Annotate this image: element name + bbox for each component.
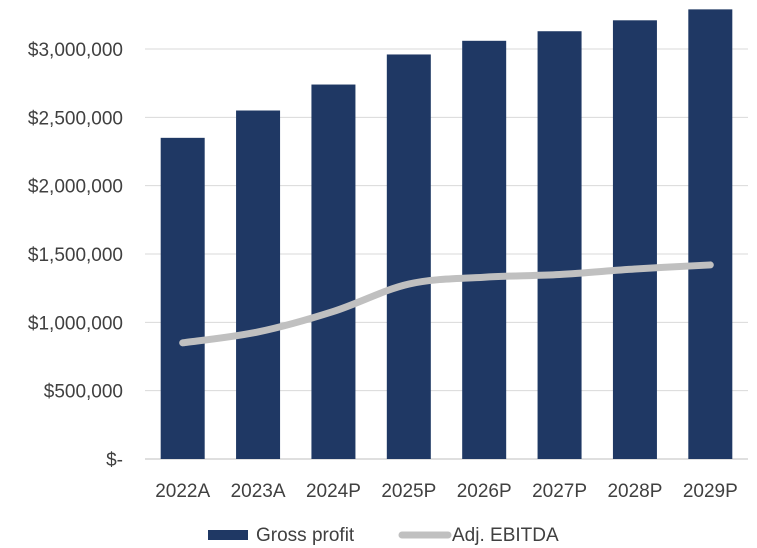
x-tick-label: 2028P: [607, 481, 662, 502]
bars-gross-profit: [160, 9, 733, 460]
bar-gross-profit: [688, 9, 733, 459]
legend: Gross profit Adj. EBITDA: [208, 525, 559, 546]
legend-swatch-gross-profit: [208, 530, 248, 540]
x-tick-label: 2022A: [155, 481, 210, 502]
legend-label-adj-ebitda: Adj. EBITDA: [452, 525, 559, 546]
y-axis-ticks: $- $500,000 $1,000,000 $1,500,000 $2,000,000…: [28, 40, 123, 471]
bar-gross-profit: [311, 84, 356, 460]
bar-gross-profit: [537, 31, 582, 459]
x-tick-label: 2029P: [683, 481, 738, 502]
x-tick-label: 2027P: [532, 481, 587, 502]
series-line-adj-ebitda: [179, 261, 714, 347]
x-axis-ticks: 2022A 2023A 2024P 2025P 2026P 2027P 2028P 2029P: [155, 481, 738, 502]
line-adj-ebitda: [179, 261, 714, 347]
y-tick-label: $500,000: [44, 382, 123, 403]
bar-gross-profit: [386, 54, 431, 459]
x-tick-label: 2023A: [231, 481, 286, 502]
x-tick-label: 2026P: [457, 481, 512, 502]
y-tick-label: $-: [106, 450, 123, 471]
y-tick-label: $2,000,000: [28, 177, 123, 198]
bar-gross-profit: [462, 40, 507, 460]
x-tick-label: 2024P: [306, 481, 361, 502]
grid-lines: [145, 48, 748, 460]
bar-gross-profit: [236, 110, 281, 459]
y-tick-label: $2,500,000: [28, 108, 123, 129]
legend-label-gross-profit: Gross profit: [256, 525, 355, 546]
x-tick-label: 2025P: [381, 481, 436, 502]
y-tick-label: $3,000,000: [28, 40, 123, 61]
y-tick-label: $1,000,000: [28, 313, 123, 334]
bar-gross-profit: [160, 137, 205, 460]
y-tick-label: $1,500,000: [28, 245, 123, 266]
bar-gross-profit: [612, 20, 657, 460]
